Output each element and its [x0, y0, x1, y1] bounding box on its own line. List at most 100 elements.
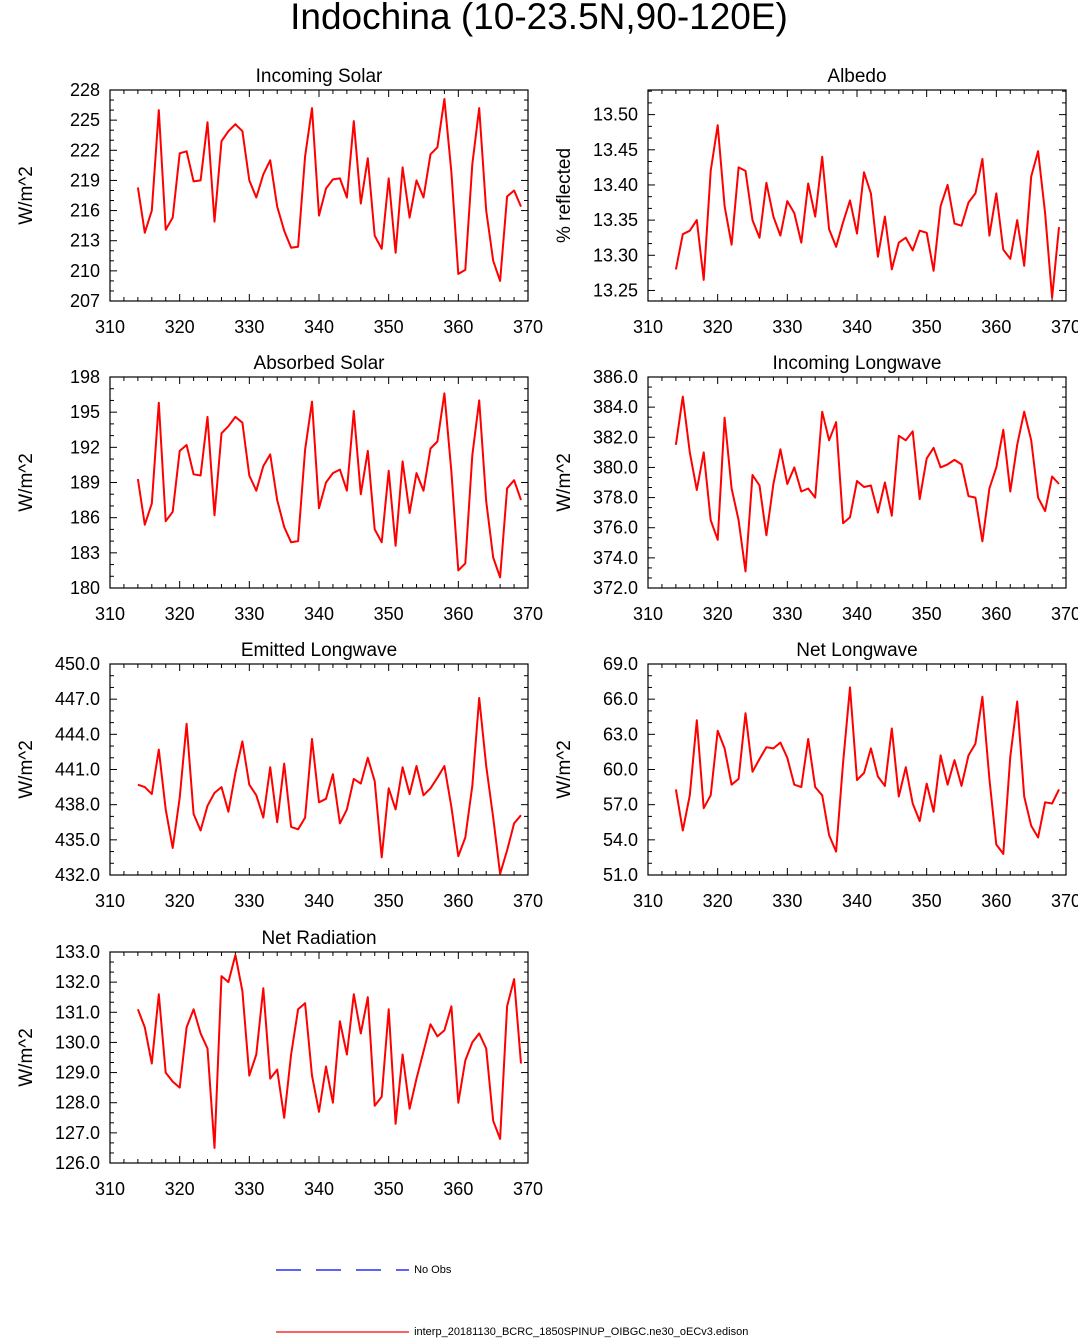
model-series-line	[674, 124, 1060, 299]
x-tick-label: 360	[981, 604, 1011, 624]
panel-net-radiation: Net Radiation W/m^2 310 320 330 340 350 360 370 1…	[16, 928, 543, 1199]
x-tick-label: 360	[443, 317, 473, 337]
x-tick-label: 370	[513, 891, 543, 911]
x-tick-label: 370	[1051, 604, 1078, 624]
y-axis-label: W/m^2	[16, 166, 37, 225]
model-series-line	[136, 98, 522, 282]
x-tick-label: 310	[633, 604, 663, 624]
y-tick-label: 444.0	[55, 724, 100, 744]
y-tick-label: 127.0	[55, 1123, 100, 1143]
panel-net-longwave: Net Longwave W/m^2 310 320 330 340 350 360 370 51…	[554, 640, 1078, 911]
y-tick-label: 450.0	[55, 654, 100, 674]
y-tick-label: 133.0	[55, 942, 100, 962]
x-tick-label: 330	[234, 1179, 264, 1199]
x-tick-label: 310	[95, 317, 125, 337]
chart-title: Net Radiation	[261, 928, 376, 949]
y-tick-label: 374.0	[593, 548, 638, 568]
x-tick-label: 320	[165, 317, 195, 337]
y-tick-label: 386.0	[593, 367, 638, 387]
x-tick-label: 330	[234, 317, 264, 337]
y-tick-label: 63.0	[603, 724, 638, 744]
y-tick-label: 13.45	[593, 140, 638, 160]
y-axis-label: W/m^2	[16, 453, 37, 512]
x-tick-label: 370	[513, 317, 543, 337]
x-tick-label: 350	[374, 317, 404, 337]
x-tick-label: 320	[165, 891, 195, 911]
x-tick-label: 320	[165, 1179, 195, 1199]
y-axis-label: W/m^2	[16, 740, 37, 799]
x-tick-label: 320	[703, 891, 733, 911]
x-tick-label: 360	[443, 891, 473, 911]
x-tick-label: 340	[304, 891, 334, 911]
y-axis-label: % reflected	[554, 148, 575, 243]
y-tick-label: 213	[70, 231, 100, 251]
x-tick-label: 330	[772, 604, 802, 624]
x-tick-label: 340	[842, 891, 872, 911]
panel-incoming-longwave: Incoming Longwave W/m^2 310 320 330 340 350 360…	[554, 353, 1078, 624]
chart-title: Net Longwave	[796, 640, 917, 661]
legend-model-label: interp_20181130_BCRC_1850SPINUP_OIBGC.ne…	[414, 1325, 749, 1338]
y-tick-label: 219	[70, 170, 100, 190]
y-tick-label: 189	[70, 473, 100, 493]
y-tick-label: 207	[70, 291, 100, 311]
y-tick-label: 66.0	[603, 689, 638, 709]
legend-model-line	[276, 1331, 409, 1333]
plot-frame	[647, 89, 1067, 302]
y-tick-label: 225	[70, 110, 100, 130]
panel-incoming-solar: Incoming Solar W/m^2 310 320 330 340 350 360 370…	[16, 66, 543, 337]
figure-title: Indochina (10-23.5N,90-120E)	[290, 0, 788, 37]
y-tick-label: 186	[70, 508, 100, 528]
y-tick-label: 372.0	[593, 578, 638, 598]
y-tick-label: 216	[70, 201, 100, 221]
x-tick-label: 310	[633, 891, 663, 911]
y-tick-label: 228	[70, 80, 100, 100]
y-tick-label: 13.25	[593, 280, 638, 300]
x-tick-label: 350	[912, 604, 942, 624]
x-tick-label: 350	[374, 1179, 404, 1199]
chart-title: Incoming Solar	[256, 66, 383, 87]
model-series-line	[674, 686, 1060, 855]
y-tick-label: 376.0	[593, 518, 638, 538]
x-tick-label: 310	[95, 604, 125, 624]
x-tick-label: 370	[1051, 891, 1078, 911]
x-tick-label: 330	[772, 317, 802, 337]
chart-title: Emitted Longwave	[241, 640, 397, 661]
y-axis-label: W/m^2	[554, 453, 575, 512]
y-tick-label: 57.0	[603, 795, 638, 815]
x-tick-label: 320	[165, 604, 195, 624]
x-tick-label: 340	[304, 1179, 334, 1199]
y-tick-label: 60.0	[603, 760, 638, 780]
y-tick-label: 131.0	[55, 1002, 100, 1022]
y-tick-label: 132.0	[55, 972, 100, 992]
plot-frame	[109, 951, 529, 1164]
legend-obs-label: No Obs	[414, 1263, 452, 1276]
y-tick-label: 382.0	[593, 427, 638, 447]
y-tick-label: 378.0	[593, 488, 638, 508]
x-tick-label: 330	[234, 891, 264, 911]
x-tick-label: 350	[912, 891, 942, 911]
x-tick-label: 360	[981, 317, 1011, 337]
x-tick-label: 340	[304, 317, 334, 337]
x-tick-label: 350	[912, 317, 942, 337]
x-tick-label: 360	[443, 1179, 473, 1199]
y-tick-label: 192	[70, 437, 100, 457]
y-tick-label: 438.0	[55, 795, 100, 815]
y-tick-label: 447.0	[55, 689, 100, 709]
y-axis-label: W/m^2	[554, 740, 575, 799]
y-tick-label: 13.30	[593, 245, 638, 265]
x-tick-label: 360	[981, 891, 1011, 911]
model-series-line	[674, 395, 1060, 573]
panel-absorbed-solar: Absorbed Solar W/m^2 310 320 330 340 350 360 370…	[16, 353, 543, 624]
x-tick-label: 330	[234, 604, 264, 624]
y-tick-label: 195	[70, 402, 100, 422]
y-tick-label: 222	[70, 140, 100, 160]
y-tick-label: 129.0	[55, 1063, 100, 1083]
y-tick-label: 13.35	[593, 210, 638, 230]
y-tick-label: 13.40	[593, 175, 638, 195]
y-tick-label: 180	[70, 578, 100, 598]
y-tick-label: 51.0	[603, 865, 638, 885]
model-series-line	[136, 392, 522, 579]
y-tick-label: 128.0	[55, 1093, 100, 1113]
x-tick-label: 350	[374, 604, 404, 624]
